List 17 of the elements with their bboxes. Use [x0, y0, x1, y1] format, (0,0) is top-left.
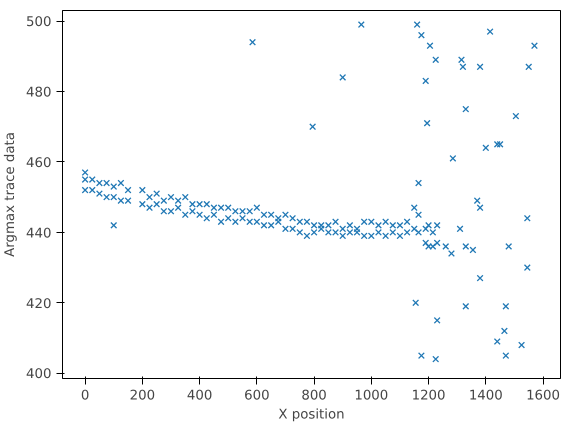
y-tick-label: 400 — [26, 367, 52, 382]
y-tick-label: 440 — [26, 226, 52, 242]
y-tick-label: 500 — [26, 15, 52, 30]
y-axis-title: Argmax trace data — [3, 132, 18, 257]
x-tick-label: 200 — [130, 388, 156, 404]
x-tick-label: 1000 — [354, 388, 388, 404]
x-tick-label: 1600 — [526, 388, 560, 404]
x-tick-label: 600 — [244, 388, 270, 404]
x-tick-label: 1400 — [468, 388, 503, 404]
x-tick-label: 800 — [301, 388, 327, 404]
x-tick-label: 1200 — [412, 388, 446, 404]
x-tick-label: 400 — [186, 388, 212, 404]
x-axis-title: X position — [278, 408, 345, 422]
y-tick-label: 460 — [26, 156, 52, 171]
y-tick-label: 420 — [26, 296, 52, 312]
y-tick-label: 480 — [26, 85, 52, 100]
x-tick-label: 0 — [80, 388, 90, 404]
